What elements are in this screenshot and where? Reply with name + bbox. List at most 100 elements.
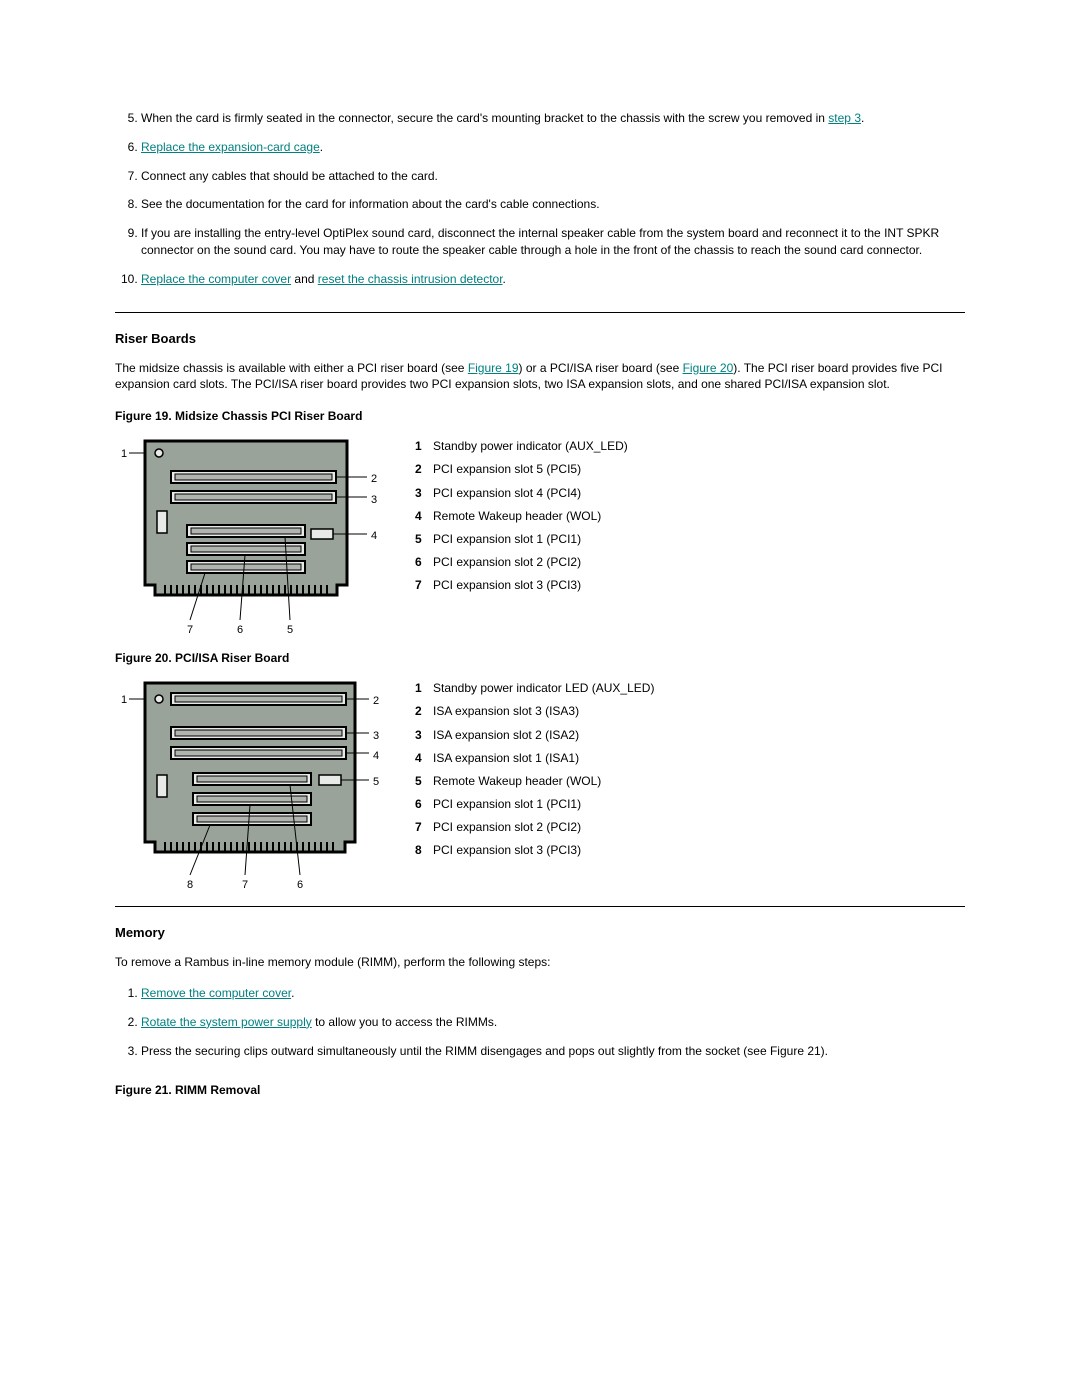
riser-intro: The midsize chassis is available with ei…	[115, 360, 965, 394]
figure-19-diagram: 1	[115, 435, 385, 635]
figure-20-diagram: 1	[115, 677, 385, 892]
table-row: 5PCI expansion slot 1 (PCI1)	[415, 528, 636, 551]
legend-text: PCI expansion slot 3 (PCI3)	[433, 574, 636, 597]
legend-num: 5	[415, 528, 433, 551]
step-5: When the card is firmly seated in the co…	[141, 110, 965, 127]
memory-step-2: Rotate the system power supply to allow …	[141, 1014, 965, 1031]
legend-num: 8	[415, 839, 433, 862]
table-row: 6PCI expansion slot 1 (PCI1)	[415, 793, 662, 816]
replace-expansion-cage-link[interactable]: Replace the expansion-card cage	[141, 140, 320, 154]
table-row: 4ISA expansion slot 1 (ISA1)	[415, 747, 662, 770]
step-5-text: When the card is firmly seated in the co…	[141, 111, 828, 125]
step-9-text: If you are installing the entry-level Op…	[141, 226, 939, 257]
legend-num: 7	[415, 816, 433, 839]
step-10-mid: and	[291, 272, 318, 286]
svg-text:5: 5	[373, 776, 379, 788]
riser-boards-heading: Riser Boards	[115, 331, 965, 346]
table-row: 2ISA expansion slot 3 (ISA3)	[415, 700, 662, 723]
legend-num: 5	[415, 770, 433, 793]
memory-heading: Memory	[115, 925, 965, 940]
memory-step-1: Remove the computer cover.	[141, 985, 965, 1002]
table-row: 1Standby power indicator (AUX_LED)	[415, 435, 636, 458]
riser-intro-b: ) or a PCI/ISA riser board (see	[519, 361, 683, 375]
legend-num: 2	[415, 458, 433, 481]
memory-step-3-text: Press the securing clips outward simulta…	[141, 1044, 828, 1058]
svg-text:1: 1	[121, 448, 127, 460]
table-row: 7PCI expansion slot 3 (PCI3)	[415, 574, 636, 597]
svg-text:3: 3	[373, 730, 379, 742]
legend-text: ISA expansion slot 3 (ISA3)	[433, 700, 662, 723]
step-3-link[interactable]: step 3	[828, 111, 861, 125]
figure-19-caption: Figure 19. Midsize Chassis PCI Riser Boa…	[115, 409, 965, 423]
figure-20-row: 1	[115, 677, 965, 892]
memory-step-1-after: .	[291, 986, 294, 1000]
rotate-psu-link[interactable]: Rotate the system power supply	[141, 1015, 312, 1029]
figure-21-caption: Figure 21. RIMM Removal	[115, 1083, 965, 1097]
svg-text:1: 1	[121, 694, 127, 706]
legend-num: 7	[415, 574, 433, 597]
step-8: See the documentation for the card for i…	[141, 196, 965, 213]
step-5-after: .	[861, 111, 864, 125]
svg-text:5: 5	[287, 624, 293, 635]
legend-text: ISA expansion slot 2 (ISA2)	[433, 724, 662, 747]
legend-text: PCI expansion slot 2 (PCI2)	[433, 551, 636, 574]
legend-text: PCI expansion slot 2 (PCI2)	[433, 816, 662, 839]
legend-text: PCI expansion slot 4 (PCI4)	[433, 482, 636, 505]
legend-text: PCI expansion slot 3 (PCI3)	[433, 839, 662, 862]
legend-text: ISA expansion slot 1 (ISA1)	[433, 747, 662, 770]
table-row: 3PCI expansion slot 4 (PCI4)	[415, 482, 636, 505]
legend-text: PCI expansion slot 1 (PCI1)	[433, 793, 662, 816]
table-row: 5Remote Wakeup header (WOL)	[415, 770, 662, 793]
legend-num: 1	[415, 677, 433, 700]
memory-step-3: Press the securing clips outward simulta…	[141, 1043, 965, 1060]
figure-19-link[interactable]: Figure 19	[468, 361, 519, 375]
section-divider	[115, 906, 965, 907]
legend-text: Remote Wakeup header (WOL)	[433, 505, 636, 528]
reset-chassis-link[interactable]: reset the chassis intrusion detector	[318, 272, 503, 286]
svg-text:6: 6	[297, 879, 303, 891]
table-row: 4Remote Wakeup header (WOL)	[415, 505, 636, 528]
memory-step-2-after: to allow you to access the RIMMs.	[312, 1015, 497, 1029]
section-divider	[115, 312, 965, 313]
riser-intro-a: The midsize chassis is available with ei…	[115, 361, 468, 375]
svg-text:7: 7	[242, 879, 248, 891]
step-8-text: See the documentation for the card for i…	[141, 197, 600, 211]
legend-num: 3	[415, 724, 433, 747]
legend-num: 1	[415, 435, 433, 458]
remove-cover-link[interactable]: Remove the computer cover	[141, 986, 291, 1000]
legend-num: 6	[415, 793, 433, 816]
legend-num: 2	[415, 700, 433, 723]
legend-text: Remote Wakeup header (WOL)	[433, 770, 662, 793]
figure-20-link[interactable]: Figure 20	[683, 361, 734, 375]
figure-19-legend: 1Standby power indicator (AUX_LED) 2PCI …	[415, 435, 636, 597]
svg-text:2: 2	[371, 473, 377, 485]
svg-text:7: 7	[187, 624, 193, 635]
legend-num: 3	[415, 482, 433, 505]
step-10-after: .	[503, 272, 506, 286]
legend-num: 4	[415, 747, 433, 770]
document-page: When the card is firmly seated in the co…	[0, 0, 1080, 1169]
svg-text:3: 3	[371, 494, 377, 506]
legend-num: 6	[415, 551, 433, 574]
step-7-text: Connect any cables that should be attach…	[141, 169, 438, 183]
table-row: 8PCI expansion slot 3 (PCI3)	[415, 839, 662, 862]
step-7: Connect any cables that should be attach…	[141, 168, 965, 185]
legend-num: 4	[415, 505, 433, 528]
svg-text:2: 2	[373, 695, 379, 707]
step-6: Replace the expansion-card cage.	[141, 139, 965, 156]
memory-intro: To remove a Rambus in-line memory module…	[115, 954, 965, 971]
figure-20-caption: Figure 20. PCI/ISA Riser Board	[115, 651, 965, 665]
table-row: 3ISA expansion slot 2 (ISA2)	[415, 724, 662, 747]
svg-text:8: 8	[187, 879, 193, 891]
table-row: 1Standby power indicator LED (AUX_LED)	[415, 677, 662, 700]
step-9: If you are installing the entry-level Op…	[141, 225, 965, 259]
figure-20-legend: 1Standby power indicator LED (AUX_LED) 2…	[415, 677, 662, 863]
legend-text: PCI expansion slot 5 (PCI5)	[433, 458, 636, 481]
replace-cover-link[interactable]: Replace the computer cover	[141, 272, 291, 286]
table-row: 7PCI expansion slot 2 (PCI2)	[415, 816, 662, 839]
svg-text:4: 4	[373, 750, 379, 762]
figure-19-row: 1	[115, 435, 965, 635]
svg-text:6: 6	[237, 624, 243, 635]
table-row: 6PCI expansion slot 2 (PCI2)	[415, 551, 636, 574]
legend-text: Standby power indicator (AUX_LED)	[433, 435, 636, 458]
